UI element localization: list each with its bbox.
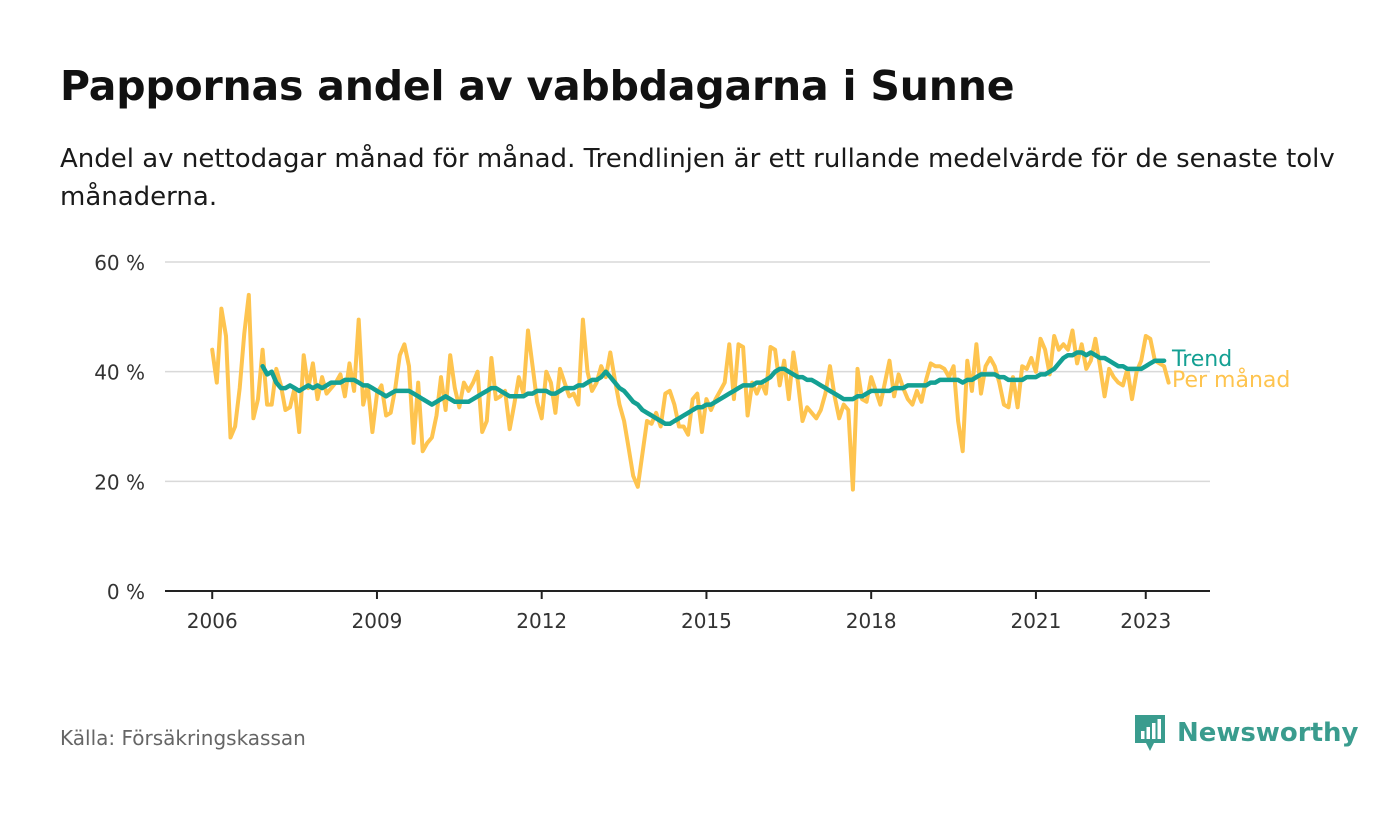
x-tick-label: 2012 xyxy=(516,609,567,633)
x-tick-label: 2021 xyxy=(1010,609,1061,633)
x-tick-label: 2023 xyxy=(1120,609,1171,633)
series-line-per-manad xyxy=(210,292,1171,492)
series-label-per-manad: Per månad xyxy=(1172,367,1290,393)
x-tick-label: 2018 xyxy=(846,609,897,633)
y-axis-tick-labels: 0 % 20 % 40 % 60 % xyxy=(94,251,145,604)
series-label-trend: Trend xyxy=(1171,347,1232,372)
x-axis-tick-labels: 2006 2009 2012 2015 2018 2021 2023 xyxy=(187,591,1171,633)
chart-subtitle: Andel av nettodagar månad för månad. Tre… xyxy=(60,144,1335,212)
newsworthy-logo-icon xyxy=(1135,715,1165,751)
x-tick-label: 2009 xyxy=(352,609,403,633)
y-tick-label: 40 % xyxy=(94,361,145,385)
series-line-trend xyxy=(260,350,1167,427)
chart-title: Pappornas andel av vabbdagarna i Sunne xyxy=(60,62,1015,110)
brand-name: Newsworthy xyxy=(1177,718,1359,748)
newsworthy-logo: Newsworthy xyxy=(1133,712,1358,754)
y-tick-label: 20 % xyxy=(94,470,145,494)
y-tick-label: 0 % xyxy=(107,580,145,604)
y-tick-label: 60 % xyxy=(94,251,145,275)
source-note: Källa: Försäkringskassan xyxy=(60,726,306,750)
series-lines xyxy=(210,292,1171,492)
x-tick-label: 2006 xyxy=(187,609,238,633)
x-tick-label: 2015 xyxy=(681,609,732,633)
